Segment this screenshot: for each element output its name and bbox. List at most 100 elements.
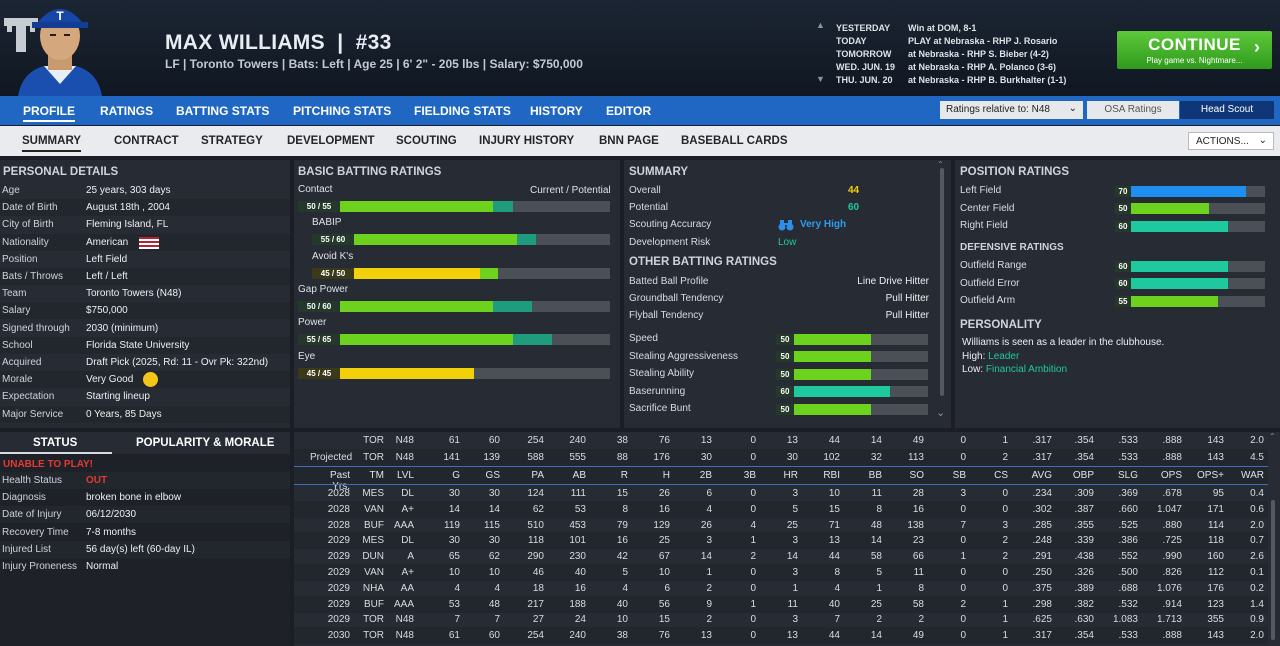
- subtab-baseball-cards[interactable]: BASEBALL CARDS: [681, 135, 788, 147]
- stat-cell: 2: [706, 582, 712, 594]
- stat-cell: .389: [1074, 582, 1094, 594]
- tab-ratings[interactable]: RATINGS: [100, 104, 154, 118]
- stat-cell: .250: [1032, 567, 1052, 578]
- stat-cell: 3: [792, 488, 798, 499]
- stat-cell: 160: [1207, 551, 1224, 563]
- tab-pitching-stats[interactable]: PITCHING STATS: [293, 104, 392, 118]
- tab-editor[interactable]: EDITOR: [606, 104, 652, 118]
- stat-cell: TOR: [363, 452, 384, 463]
- stat-cell: AAA: [393, 519, 414, 531]
- stat-cell: 254: [527, 630, 544, 642]
- rating-value: 45 / 50: [312, 267, 354, 279]
- stat-cell: 25: [870, 598, 882, 610]
- detail-row-morale: Morale Very Good: [0, 371, 290, 389]
- summary-scrollbar[interactable]: [940, 168, 944, 396]
- rating-bar-babip: 55 / 60: [312, 234, 610, 246]
- subtab-summary[interactable]: SUMMARY: [22, 135, 81, 152]
- subtab-scouting[interactable]: SCOUTING: [396, 135, 457, 147]
- osa-ratings-button[interactable]: OSA Ratings: [1087, 101, 1179, 119]
- stat-cell: 13: [700, 435, 712, 446]
- stat-cell: 2030: [327, 630, 350, 642]
- head-scout-button[interactable]: Head Scout: [1180, 101, 1274, 119]
- status-row: Recovery Time 7-8 months: [0, 524, 290, 541]
- stat-cell: 119: [444, 519, 460, 531]
- stats-year-row: 2029 BUF AAA 53 48 217 188 40 56 9 1 11 40 25 58 2 1.298…: [294, 595, 1268, 613]
- stat-cell: 26: [658, 488, 670, 499]
- stats-scrollbar[interactable]: [1271, 500, 1275, 640]
- position-fill: [1115, 203, 1209, 214]
- stat-cell: 7: [834, 614, 840, 626]
- stat-cell: RBI: [823, 470, 840, 481]
- tab-history[interactable]: HISTORY: [530, 104, 583, 118]
- stat-cell: 1: [1002, 630, 1008, 642]
- tab-status-label: STATUS: [33, 437, 78, 449]
- schedule-row[interactable]: TOMORROW at Nebraska - RHP S. Bieber (4-2…: [836, 48, 1066, 61]
- stat-cell: .354: [1074, 452, 1094, 463]
- position-label: Outfield Error: [960, 277, 1020, 289]
- other-rating-label: Speed: [629, 333, 658, 344]
- stats-scroll-up-icon[interactable]: ⌃: [1269, 432, 1276, 441]
- stat-cell: 4: [622, 582, 628, 594]
- stat-cell: 1.047: [1156, 503, 1182, 515]
- stat-cell: DL: [401, 535, 414, 547]
- subtab-strategy[interactable]: STRATEGY: [201, 135, 263, 147]
- stat-cell: 0: [960, 614, 966, 626]
- detail-value: Very Good: [86, 374, 134, 386]
- subtab-bnn-page[interactable]: BNN PAGE: [599, 135, 659, 147]
- tab-batting-stats[interactable]: BATTING STATS: [176, 104, 270, 118]
- stat-cell: VAN: [364, 567, 384, 578]
- stat-cell: LVL: [396, 470, 414, 481]
- ratings-relative-select[interactable]: Ratings relative to: N48 ⌄: [940, 101, 1083, 119]
- detail-row-city-of-birth: City of Birth Fleming Island, FL: [0, 216, 290, 233]
- position-bar: 70: [1115, 185, 1265, 197]
- position-fill: [1115, 220, 1228, 232]
- schedule-row[interactable]: TODAY PLAY at Nebraska - RHP J. Rosario: [836, 35, 1066, 48]
- stat-cell: 11: [787, 598, 798, 610]
- schedule-row[interactable]: YESTERDAY Win at DOM, 8-1: [836, 22, 1066, 35]
- stat-cell: 2028: [327, 503, 350, 515]
- stat-cell: 588: [527, 452, 544, 463]
- stat-cell: 2B: [699, 470, 712, 481]
- stat-cell: 123: [1207, 598, 1224, 610]
- stat-cell: 2: [876, 614, 882, 626]
- stat-cell: 13: [786, 435, 798, 446]
- other-rating-value: 50: [776, 403, 794, 415]
- stat-cell: 44: [828, 551, 840, 563]
- stat-cell: A+: [401, 503, 414, 515]
- scroll-down-icon[interactable]: ⌄: [936, 407, 946, 419]
- detail-value: Left Field: [86, 253, 128, 265]
- stat-cell: TM: [369, 470, 384, 481]
- other-rating-bar: 50: [776, 403, 928, 415]
- schedule-up-icon[interactable]: ▲: [816, 20, 825, 30]
- schedule-row[interactable]: THU. JUN. 20 at Nebraska - RHP B. Burkhal…: [836, 74, 1066, 87]
- stat-cell: 2.0: [1250, 519, 1264, 531]
- stat-cell: 18: [532, 582, 544, 594]
- stat-cell: SLG: [1117, 470, 1138, 481]
- subtab-injury-history[interactable]: INJURY HISTORY: [479, 135, 575, 147]
- stat-cell: 8: [834, 567, 840, 578]
- subtab-development[interactable]: DEVELOPMENT: [287, 135, 375, 147]
- continue-button[interactable]: CONTINUE Play game vs. Nightmare... ›: [1117, 31, 1272, 69]
- subtab-contract[interactable]: CONTRACT: [114, 135, 179, 147]
- potential-label: Potential: [629, 202, 668, 213]
- personality-high: High: Leader: [962, 351, 1019, 362]
- tab-profile[interactable]: PROFILE: [23, 104, 76, 122]
- stat-cell: 141: [443, 452, 460, 463]
- schedule-row[interactable]: WED. JUN. 19 at Nebraska - RHP A. Polanco…: [836, 61, 1066, 74]
- actions-dropdown[interactable]: ACTIONS... ⌄: [1188, 132, 1274, 150]
- current-fill: [312, 267, 480, 279]
- detail-label: Nationality: [2, 236, 49, 248]
- tab-fielding-stats[interactable]: FIELDING STATS: [414, 104, 511, 118]
- tab-status[interactable]: STATUS: [0, 432, 112, 454]
- schedule-down-icon[interactable]: ▼: [816, 74, 825, 84]
- detail-row-age: Age 25 years, 303 days: [0, 182, 290, 199]
- position-ratings-title: POSITION RATINGS: [960, 166, 1070, 178]
- player-name: MAX WILLIAMS: [165, 31, 325, 54]
- scroll-up-icon[interactable]: ⌃: [937, 160, 944, 169]
- stat-cell: .533: [1118, 435, 1138, 446]
- summary-panel: SUMMARY Overall 44 Potential 60 Scouting…: [624, 160, 951, 428]
- tab-popularity-morale[interactable]: POPULARITY & MORALE: [136, 437, 275, 449]
- stat-cell: .354: [1074, 435, 1094, 446]
- stat-cell: 1: [750, 535, 756, 547]
